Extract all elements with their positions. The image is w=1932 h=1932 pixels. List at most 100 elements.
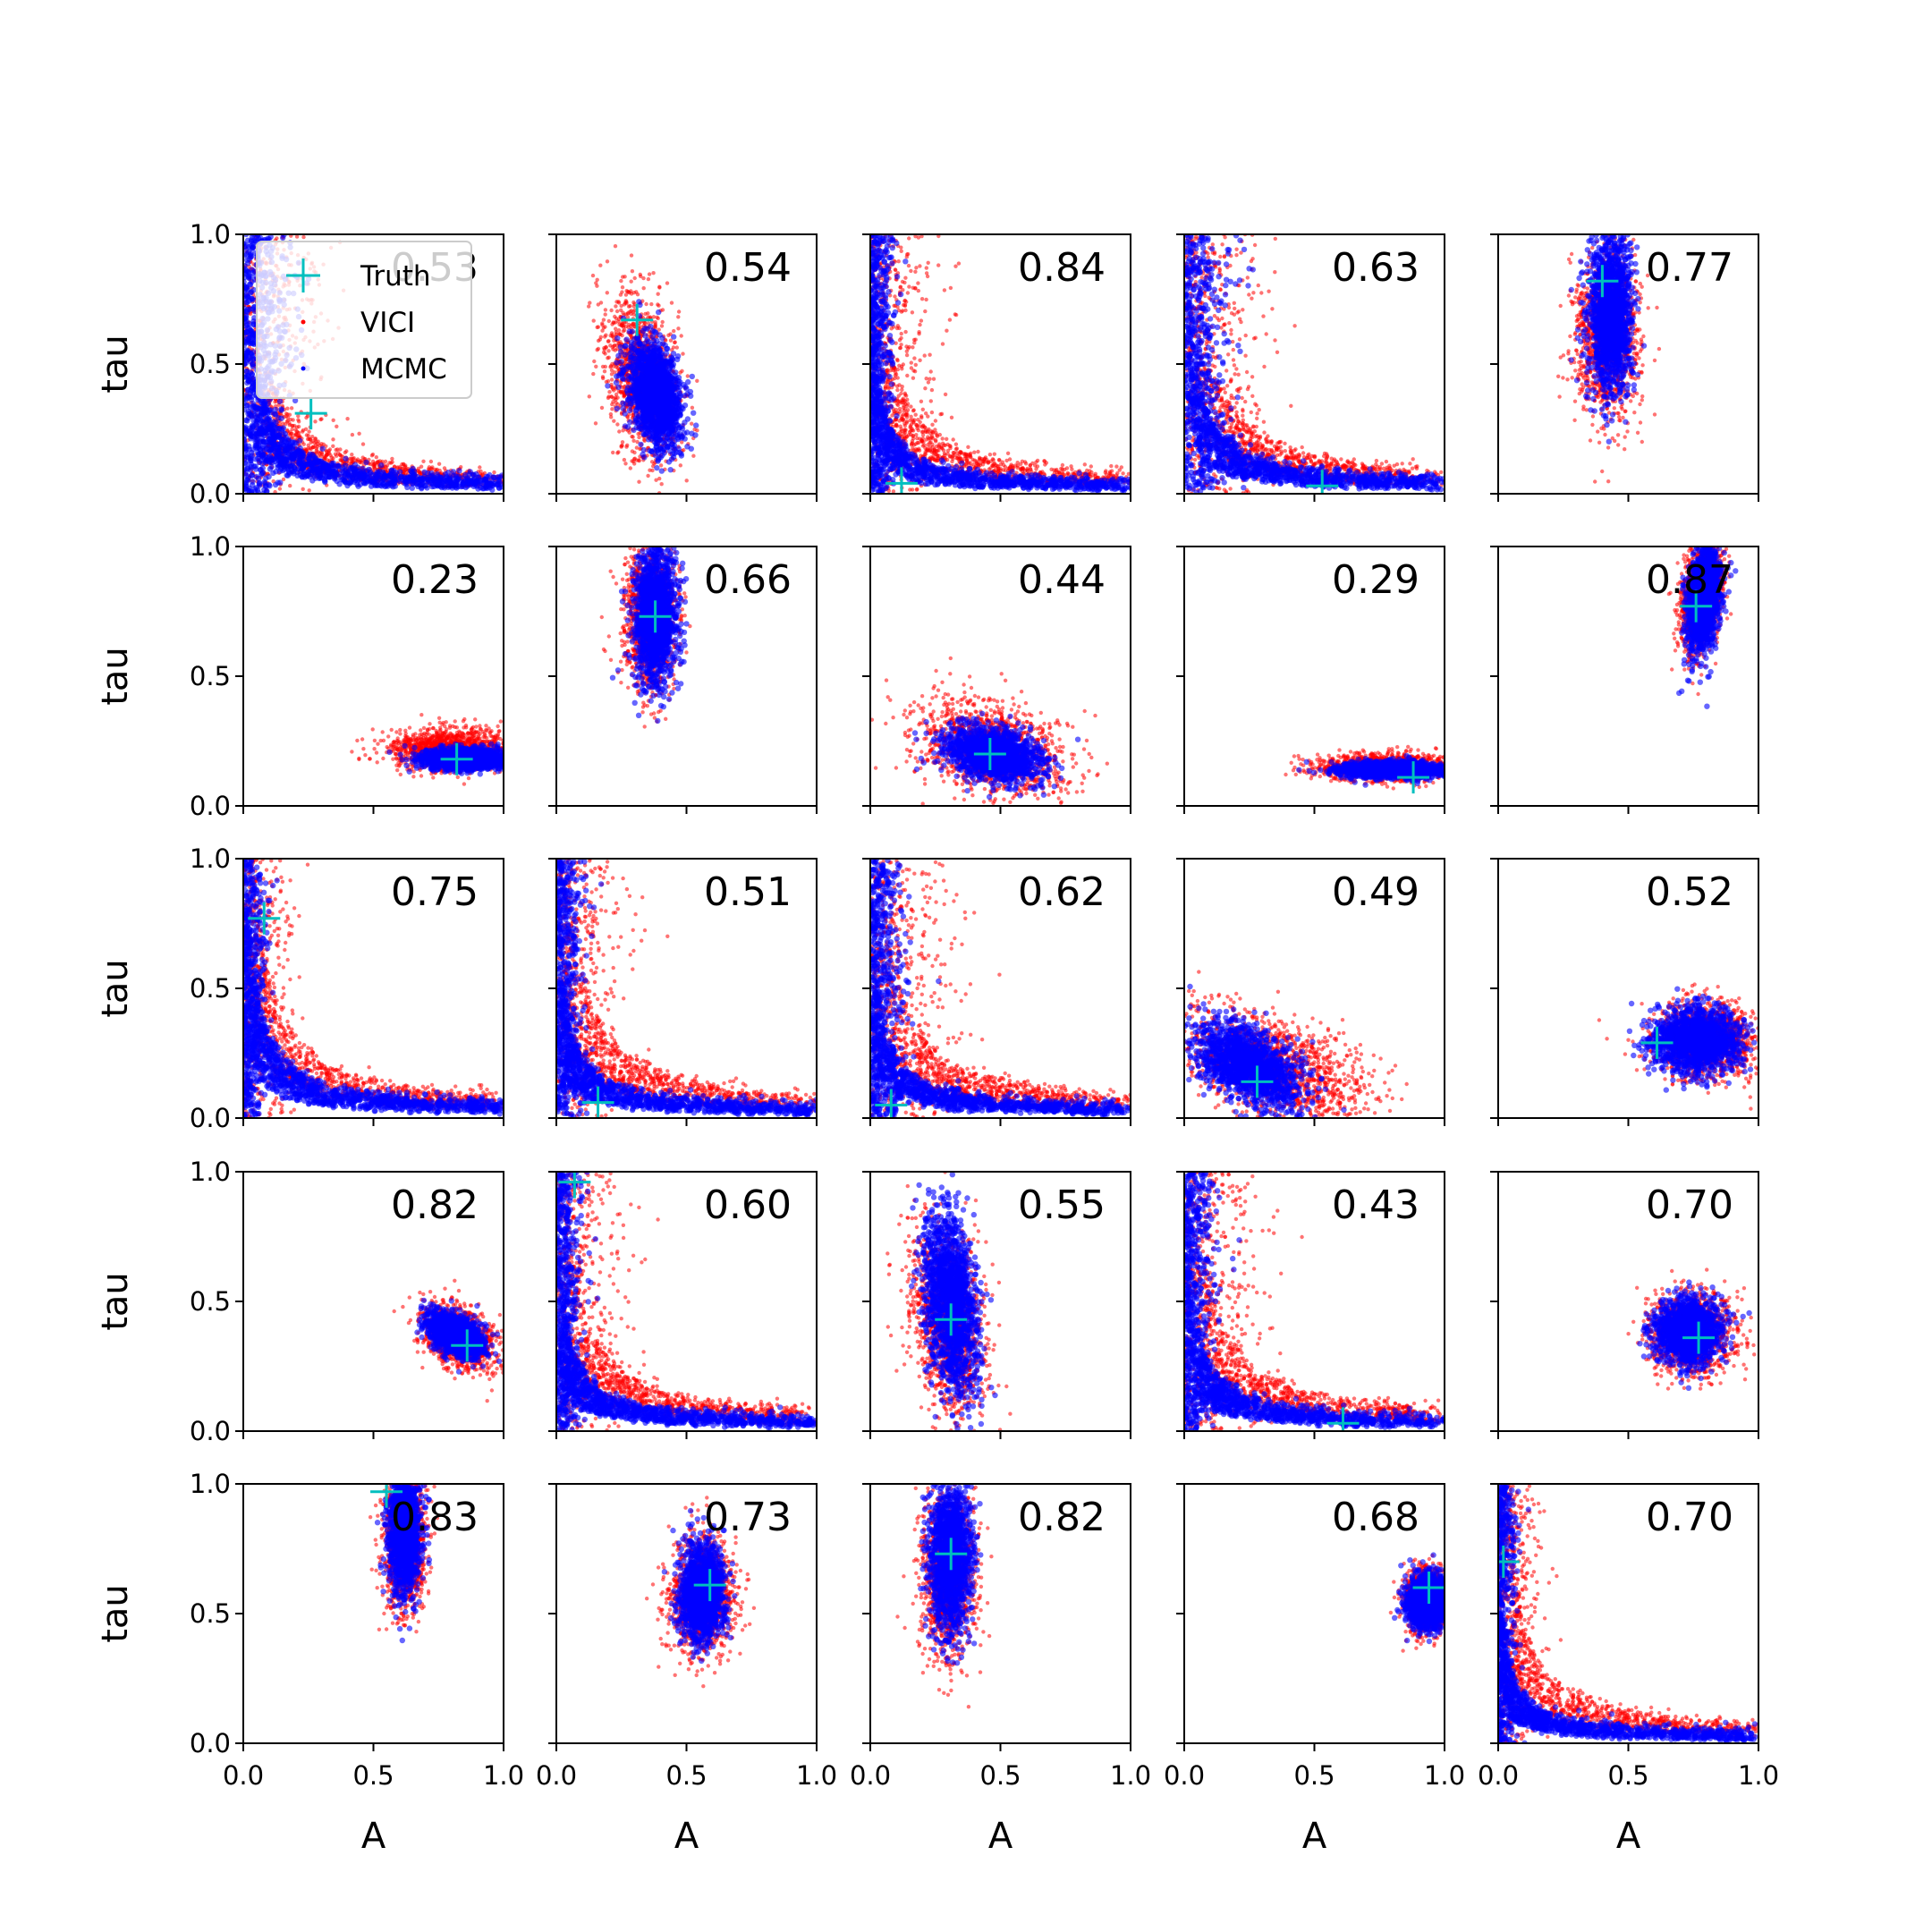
vici-point — [598, 337, 602, 341]
vici-point — [604, 308, 607, 311]
mcmc-point — [299, 466, 304, 471]
mcmc-point — [295, 449, 301, 454]
vici-point — [646, 311, 649, 315]
vici-point — [637, 436, 640, 439]
vici-point — [626, 312, 630, 316]
vici-point — [370, 453, 374, 457]
mcmc-point — [627, 408, 632, 413]
vici-point — [311, 445, 315, 449]
mcmc-point — [692, 432, 698, 437]
vici-point — [603, 325, 606, 328]
mcmc-point — [448, 479, 453, 485]
vici-point — [603, 335, 606, 338]
vici-point — [659, 463, 663, 467]
vici-point — [304, 428, 308, 431]
vici-point — [492, 470, 496, 474]
vici-point — [615, 422, 619, 426]
vici-point — [651, 271, 655, 275]
vici-point — [335, 447, 339, 451]
mcmc-point — [246, 377, 251, 383]
vici-point — [670, 301, 674, 304]
vici-point — [359, 459, 362, 462]
mcmc-point — [489, 483, 495, 488]
vici-point — [291, 424, 294, 428]
vici-point — [610, 407, 614, 411]
mcmc-point — [248, 282, 253, 287]
vici-point — [315, 449, 318, 453]
vici-point — [630, 309, 633, 312]
vici-point — [685, 479, 689, 482]
mcmc-point — [259, 461, 265, 466]
mcmc-point — [252, 487, 258, 492]
vici-point — [676, 326, 680, 330]
mcmc-point — [243, 247, 249, 252]
vici-point — [331, 437, 335, 441]
vici-point — [615, 309, 619, 313]
vici-point — [336, 451, 340, 454]
vici-point — [614, 330, 618, 334]
vici-point — [676, 315, 680, 318]
mcmc-point — [250, 446, 256, 452]
vici-point — [681, 352, 684, 355]
vici-point — [611, 451, 614, 454]
vici-point — [285, 412, 289, 416]
vici-point — [351, 433, 354, 436]
mcmc-point — [401, 478, 406, 483]
vici-point — [652, 315, 656, 318]
vici-point — [637, 480, 640, 484]
mcmc-point — [292, 464, 297, 470]
vici-point — [273, 400, 276, 403]
vici-point — [389, 461, 393, 464]
mcmc-point — [276, 432, 282, 437]
vici-point — [332, 419, 335, 422]
vici-point — [622, 329, 625, 333]
vici-point — [288, 430, 292, 434]
vici-point — [596, 326, 599, 329]
mcmc-point — [317, 471, 322, 477]
vici-point — [624, 445, 628, 448]
mcmc-point — [252, 413, 258, 419]
vici-point — [633, 276, 637, 280]
vici-point — [375, 455, 378, 459]
vici-point — [629, 466, 632, 470]
vici-point — [638, 459, 641, 462]
vici-point — [673, 341, 676, 344]
mcmc-point — [620, 405, 625, 411]
vici-point — [295, 429, 299, 433]
mcmc-point — [267, 448, 273, 453]
vici-point — [614, 326, 617, 330]
vici-point — [615, 451, 619, 454]
vici-point — [295, 425, 299, 428]
mcmc-point — [384, 483, 389, 488]
vici-point — [623, 275, 626, 278]
y-tick-label: 0.0 — [190, 479, 231, 509]
vici-point — [632, 304, 636, 308]
vici-point — [357, 432, 360, 436]
vici-point — [287, 421, 291, 425]
vici-point — [631, 439, 635, 443]
vici-point — [653, 324, 657, 327]
vici-point — [591, 274, 595, 277]
y-tick-label: 0.5 — [190, 349, 231, 379]
vici-point — [642, 438, 646, 442]
vici-point — [648, 469, 651, 472]
vici-point — [612, 419, 615, 423]
vici-point — [620, 334, 623, 337]
vici-point — [606, 349, 610, 352]
vici-point — [680, 334, 683, 337]
mcmc-point — [275, 453, 280, 458]
vici-point — [649, 302, 653, 306]
vici-point — [301, 487, 305, 491]
vici-point — [631, 312, 635, 316]
mcmc-point — [276, 426, 282, 431]
vici-point — [616, 402, 620, 406]
vici-point — [352, 456, 356, 460]
mcmc-point — [614, 360, 619, 365]
mcmc-point — [366, 467, 371, 472]
truth-marker — [295, 397, 327, 429]
mcmc-point — [641, 454, 647, 460]
vici-point — [644, 302, 648, 306]
vici-point — [615, 395, 619, 399]
y-axis-label: tau — [95, 335, 136, 394]
